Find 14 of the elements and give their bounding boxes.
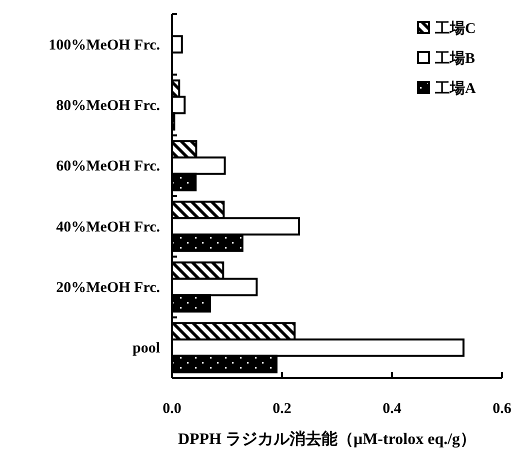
x-tick-label: 0.0 — [162, 401, 182, 417]
y-tick-label: 80%MeOH Frc. — [56, 98, 160, 114]
x-axis-title: DPPH ラジカル消去能（μM-trolox eq./g） — [178, 430, 476, 448]
y-tick-label: pool — [132, 340, 160, 357]
y-tick-label: 20%MeOH Frc. — [56, 280, 160, 296]
y-tick-label: 40%MeOH Frc. — [56, 219, 160, 236]
x-tick-label: 0.4 — [382, 401, 402, 417]
x-tick-label: 0.6 — [492, 401, 512, 417]
legend-label: 工場A — [434, 80, 476, 97]
y-tick-label: 60%MeOH Frc. — [56, 158, 160, 175]
legend-label: 工場B — [434, 50, 476, 67]
y-tick-label: 100%MeOH Frc. — [48, 37, 160, 54]
x-tick-label: 0.2 — [272, 401, 292, 417]
legend-label: 工場C — [434, 20, 476, 37]
